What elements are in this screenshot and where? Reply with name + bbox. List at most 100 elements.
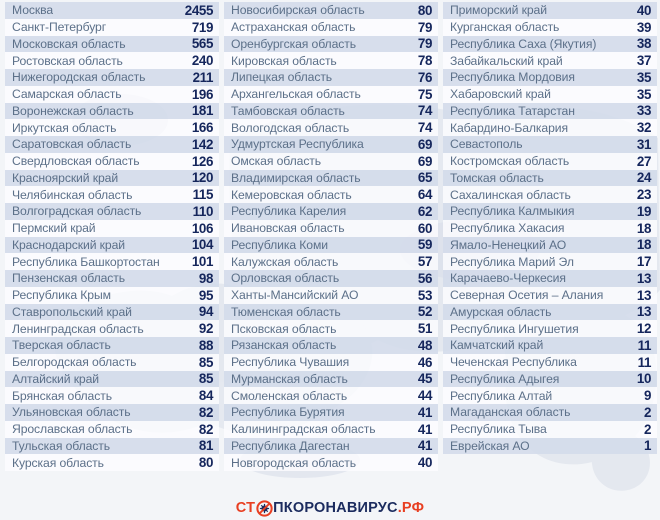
region-value: 142	[191, 136, 214, 152]
region-value: 41	[417, 438, 433, 454]
table-row: Нижегородская область 211	[5, 69, 219, 86]
region-name: Кировская область	[231, 53, 337, 68]
table-row: Томская область 24	[443, 169, 657, 187]
table-row: Республика Ингушетия 12	[443, 320, 657, 337]
region-name: Кабардино-Балкария	[450, 120, 568, 135]
region-name: Мурманская область	[231, 371, 348, 386]
region-value: 74	[417, 103, 433, 119]
region-name: Республика Мордовия	[450, 70, 575, 85]
table-row: Санкт-Петербург 719	[5, 18, 219, 36]
table-row: Белгородская область 85	[5, 353, 219, 371]
region-value: 74	[417, 120, 433, 136]
region-name: Республика Чувашия	[231, 355, 350, 370]
regions-column-3: Приморский край 40 Курганская область 39 Рес…	[443, 2, 657, 471]
region-value: 45	[417, 371, 433, 387]
region-name: Калужская область	[231, 254, 339, 269]
region-name: Иркутская область	[12, 120, 117, 135]
table-row: Республика Дагестан 41	[224, 437, 438, 455]
region-value: 17	[636, 254, 652, 270]
region-name: Ростовская область	[12, 53, 123, 68]
region-value: 719	[191, 19, 214, 35]
region-value: 35	[636, 86, 652, 102]
region-name: Ставропольский край	[12, 304, 132, 319]
region-name: Северная Осетия – Алания	[450, 288, 604, 303]
region-value: 79	[417, 36, 433, 52]
table-row: Еврейская АО 1	[443, 437, 657, 455]
region-name: Республика Бурятия	[231, 405, 345, 420]
region-name: Забайкальский край	[450, 53, 563, 68]
region-name: Тульская область	[12, 438, 111, 453]
table-row: Пермский край 106	[5, 219, 219, 237]
region-value: 181	[191, 103, 214, 119]
region-value: 211	[192, 69, 214, 85]
region-name: Республика Татарстан	[450, 103, 575, 118]
region-value: 12	[636, 321, 652, 337]
region-name: Ярославская область	[12, 422, 133, 437]
table-row: Ростовская область 240	[5, 52, 219, 69]
region-value: 78	[417, 53, 433, 69]
region-value: 9	[643, 388, 651, 404]
region-value: 64	[417, 187, 433, 203]
region-value: 52	[417, 304, 433, 320]
region-value: 65	[417, 170, 433, 186]
region-value: 31	[636, 136, 652, 152]
region-name: Липецкая область	[231, 70, 333, 85]
table-row: Кировская область 78	[224, 52, 438, 69]
region-value: 84	[198, 388, 214, 404]
region-value: 1	[643, 438, 651, 454]
region-value: 53	[417, 287, 433, 303]
table-row: Новгородская область 40	[224, 454, 438, 471]
table-row: Республика Марий Эл 17	[443, 253, 657, 270]
table-row: Костромская область 27	[443, 152, 657, 170]
region-name: Архангельская область	[231, 87, 361, 102]
region-name: Хабаровский край	[450, 87, 551, 102]
region-value: 79	[417, 19, 433, 35]
region-name: Рязанская область	[231, 338, 337, 353]
region-name: Брянская область	[12, 388, 112, 403]
region-name: Тюменская область	[231, 304, 341, 319]
region-value: 24	[636, 170, 652, 186]
region-name: Воронежская область	[12, 103, 134, 118]
regions-column-1: Москва 2455 Санкт-Петербург 719 Московская о…	[5, 2, 219, 471]
table-row: Республика Алтай 9	[443, 387, 657, 404]
region-name: Республика Саха (Якутия)	[450, 36, 597, 51]
table-row: Республика Карелия 62	[224, 203, 438, 220]
table-row: Ивановская область 60	[224, 219, 438, 237]
table-row: Республика Татарстан 33	[443, 102, 657, 120]
region-value: 48	[417, 337, 433, 353]
region-value: 11	[637, 337, 652, 353]
region-name: Сахалинская область	[450, 187, 571, 202]
table-row: Ленинградская область 92	[5, 320, 219, 337]
region-name: Республика Дагестан	[231, 438, 350, 453]
region-value: 18	[636, 237, 652, 253]
table-row: Республика Бурятия 41	[224, 404, 438, 421]
table-row: Краснодарский край 104	[5, 236, 219, 254]
region-name: Республика Марий Эл	[450, 254, 574, 269]
region-value: 40	[417, 455, 433, 471]
region-value: 19	[636, 203, 652, 219]
region-name: Владимирская область	[231, 170, 361, 185]
region-value: 33	[636, 103, 652, 119]
regions-table: Москва 2455 Санкт-Петербург 719 Московская о…	[5, 2, 657, 471]
region-value: 46	[417, 354, 433, 370]
table-row: Курская область 80	[5, 454, 219, 471]
table-row: Москва 2455	[5, 2, 219, 19]
region-name: Новгородская область	[231, 455, 356, 470]
region-name: Республика Башкортостан	[12, 254, 160, 269]
region-value: 38	[636, 36, 652, 52]
table-row: Республика Калмыкия 19	[443, 203, 657, 220]
region-name: Новосибирская область	[231, 3, 365, 18]
table-row: Вологодская область 74	[224, 119, 438, 136]
region-value: 95	[198, 287, 214, 303]
region-name: Калининградская область	[231, 422, 376, 437]
region-value: 41	[417, 404, 433, 420]
table-row: Брянская область 84	[5, 387, 219, 404]
table-row: Свердловская область 126	[5, 152, 219, 170]
table-row: Тверская область 88	[5, 337, 219, 354]
region-value: 82	[198, 404, 214, 420]
table-row: Тюменская область 52	[224, 303, 438, 321]
table-row: Пензенская область 98	[5, 270, 219, 287]
region-name: Республика Калмыкия	[450, 204, 575, 219]
table-row: Республика Саха (Якутия) 38	[443, 35, 657, 53]
region-name: Челябинская область	[12, 187, 133, 202]
